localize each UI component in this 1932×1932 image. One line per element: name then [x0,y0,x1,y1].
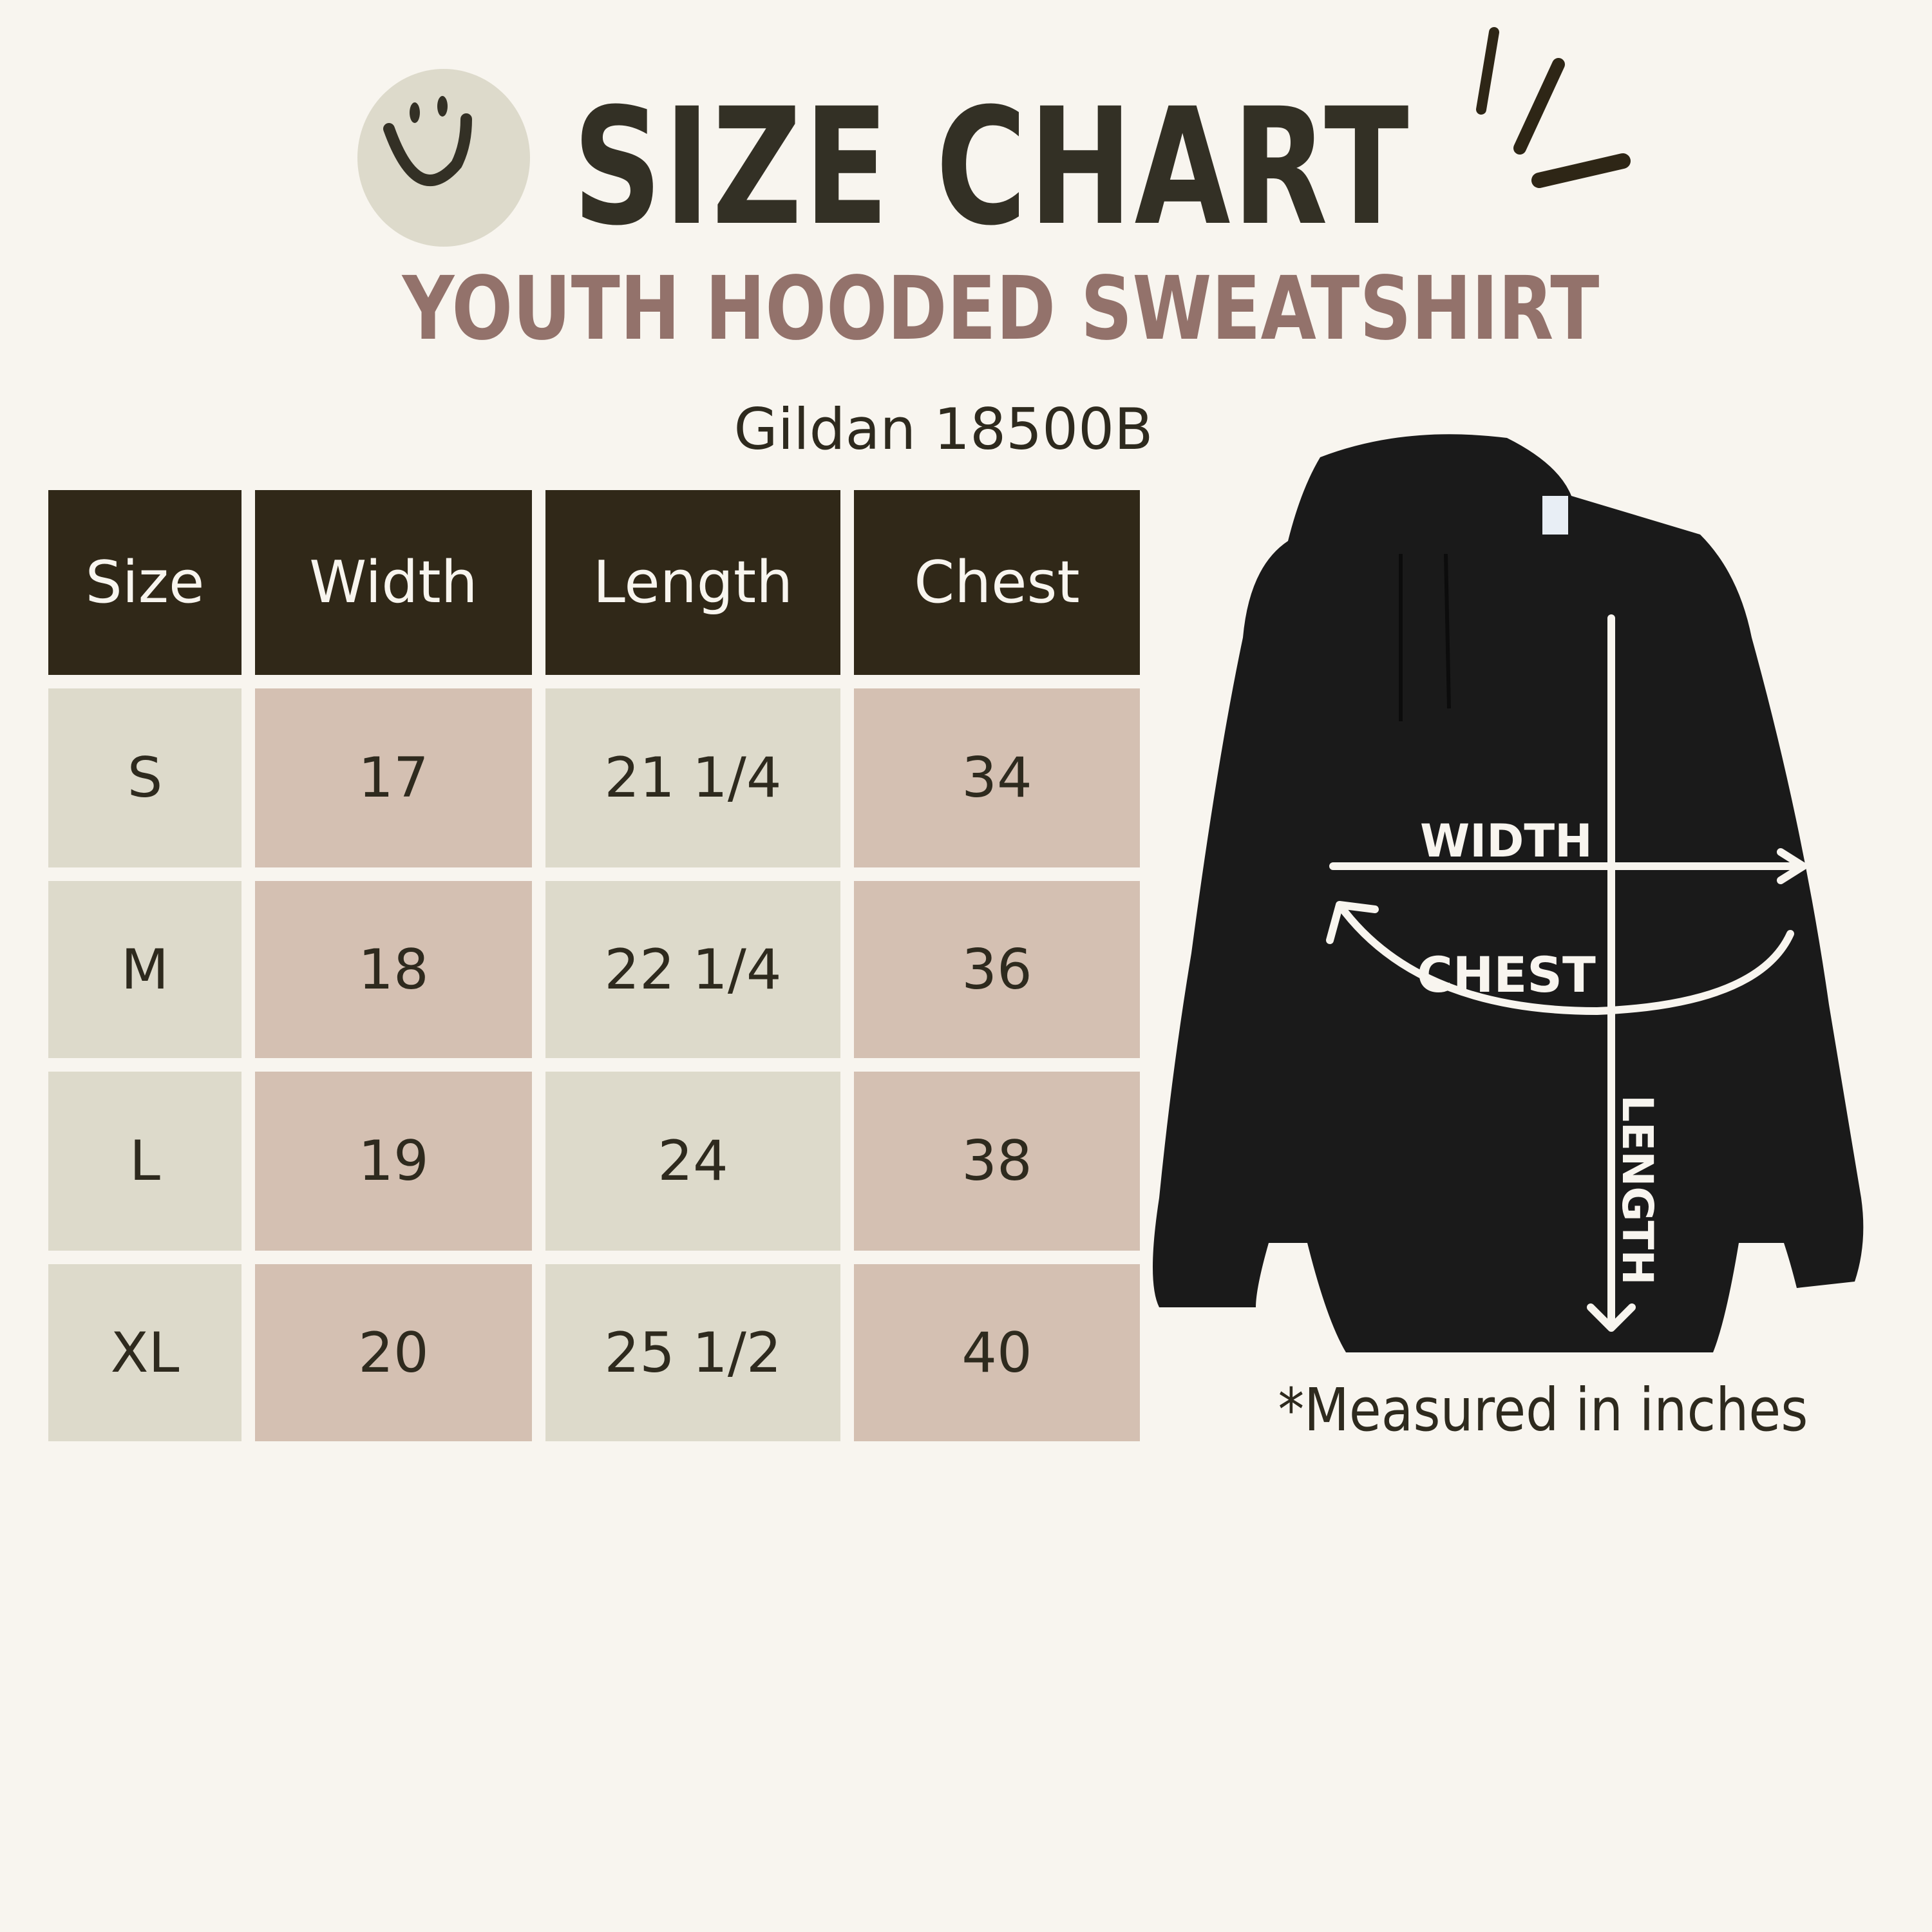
measurement-footnote: *Measured in inches [1278,1376,1808,1444]
table-cell-size: S [48,688,242,867]
table-cell-chest: 36 [854,881,1140,1058]
table-cell-length: 22 1/4 [545,881,840,1058]
column-header-chest: Chest [854,490,1140,675]
column-header-size: Size [48,490,242,675]
smiley-face-icon [357,69,530,247]
hoodie-image [1153,434,1864,1353]
column-header-length: Length [545,490,840,675]
table-cell-length: 24 [545,1072,840,1251]
table-cell-length: 25 1/2 [545,1264,840,1441]
hoodie-measurement-diagram: WIDTH CHEST LENGTH [1153,434,1864,1353]
sparkle-lines-icon [1476,27,1631,188]
length-label: LENGTH [1613,1095,1662,1285]
page-title: SIZE CHART [573,73,1411,261]
brand-tag [1542,496,1568,535]
table-cell-size: M [48,881,242,1058]
brand-model: Gildan 18500B [734,396,1153,462]
table-cell-width: 20 [255,1264,532,1441]
table-cell-width: 17 [255,688,532,867]
product-subtitle: YOUTH HOODED SWEATSHIRT [402,258,1600,360]
width-label: WIDTH [1420,815,1593,867]
table-cell-width: 19 [255,1072,532,1251]
table-cell-chest: 38 [854,1072,1140,1251]
table-cell-size: L [48,1072,242,1251]
width-arrow [1329,848,1807,884]
table-cell-length: 21 1/4 [545,688,840,867]
length-arrow [1587,614,1636,1332]
table-cell-chest: 40 [854,1264,1140,1441]
table-cell-width: 18 [255,881,532,1058]
column-header-width: Width [255,490,532,675]
table-cell-size: XL [48,1264,242,1441]
table-cell-chest: 34 [854,688,1140,867]
chest-arrow [1326,901,1794,1015]
chest-label: CHEST [1417,946,1596,1003]
